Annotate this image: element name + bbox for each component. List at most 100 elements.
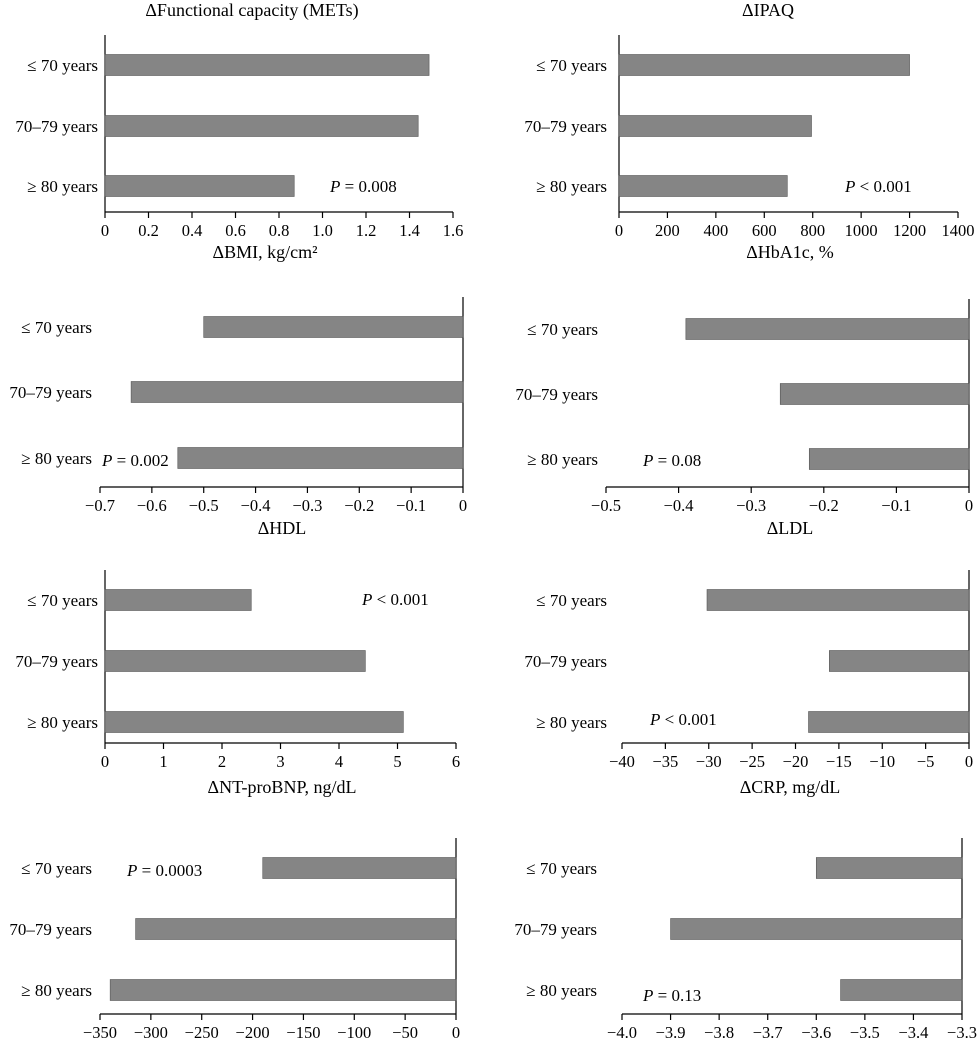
x-tick-label: −3.7 <box>753 1023 783 1042</box>
p-value-label: P = 0.008 <box>329 177 397 196</box>
x-tick-label: 3 <box>276 752 284 771</box>
x-tick-label: 2 <box>218 752 226 771</box>
x-tick-label: −0.2 <box>809 496 839 515</box>
category-label: ≥ 80 years <box>21 981 92 1000</box>
panel-8: −4.0 −3.9 −3.8 −3.7 −3.6 −3.5 −3.4 −3.3 ≤ 70 yea… <box>514 838 977 1042</box>
bar-3 <box>104 711 404 733</box>
x-tick-label: −0.1 <box>881 496 911 515</box>
x-tick-label: 1.4 <box>399 221 420 240</box>
x-tick-label: 0 <box>452 1023 460 1042</box>
x-tick-label: −3.8 <box>704 1023 734 1042</box>
x-tick-label: −20 <box>783 752 809 771</box>
x-tick-label: 0.8 <box>269 221 290 240</box>
category-label: 70–79 years <box>524 652 607 671</box>
p-value-label: P = 0.08 <box>642 451 701 470</box>
panel-title: ΔLDL <box>767 518 814 538</box>
bar-1 <box>815 857 963 879</box>
x-tick-label: 1 <box>159 752 167 771</box>
category-label: ≥ 80 years <box>21 449 92 468</box>
bar-2 <box>104 115 419 137</box>
x-tick-label: 0 <box>615 221 623 240</box>
bar-1 <box>618 54 910 76</box>
x-tick-label: −0.5 <box>189 496 219 515</box>
x-tick-label: 1.0 <box>312 221 333 240</box>
x-tick-label: −15 <box>826 752 852 771</box>
x-tick-label: 0.6 <box>225 221 246 240</box>
bar-3 <box>177 447 464 469</box>
x-tick-label: −0.3 <box>292 496 322 515</box>
x-tick-label: 0 <box>101 221 109 240</box>
x-tick-label: −50 <box>392 1023 418 1042</box>
x-tick-label: 5 <box>393 752 401 771</box>
panel-3: ΔBMI, kg/cm² −0.7 −0.6 −0.5 −0.4 −0.3 −0.2 −0.1… <box>9 242 467 515</box>
p-value-label: P < 0.001 <box>844 177 912 196</box>
x-axis-label: ΔCRP, mg/dL <box>740 777 841 797</box>
bar-1 <box>203 316 464 338</box>
panel-title: ΔBMI, kg/cm² <box>213 242 318 262</box>
category-label: ≥ 80 years <box>536 177 607 196</box>
x-tick-label: 0 <box>965 496 973 515</box>
x-tick-label: −250 <box>185 1023 219 1042</box>
x-tick-label: 1400 <box>942 221 975 240</box>
category-label: ≥ 80 years <box>27 713 98 732</box>
category-label: 70–79 years <box>524 117 607 136</box>
p-value-label: P = 0.13 <box>642 986 701 1005</box>
x-tick-label: −4.0 <box>607 1023 637 1042</box>
panel-1: ΔFunctional capacity (METs) 0 0.2 0.4 0.6 0.8… <box>15 0 463 240</box>
x-tick-label: 0 <box>101 752 109 771</box>
category-label: 70–79 years <box>514 920 597 939</box>
x-tick-label: 1200 <box>893 221 926 240</box>
x-tick-label: 600 <box>752 221 777 240</box>
p-value-label: P = 0.002 <box>101 451 169 470</box>
x-tick-label: −3.9 <box>656 1023 686 1042</box>
bar-3 <box>808 448 970 470</box>
bar-2 <box>130 381 464 403</box>
category-label: 70–79 years <box>9 920 92 939</box>
x-tick-label: −30 <box>696 752 722 771</box>
bar-3 <box>104 175 295 197</box>
x-tick-label: 6 <box>452 752 460 771</box>
x-tick-label: −35 <box>652 752 678 771</box>
p-value-label: P < 0.001 <box>649 710 717 729</box>
x-tick-label: 200 <box>655 221 680 240</box>
bar-1 <box>104 54 430 76</box>
bar-2 <box>779 383 970 405</box>
bar-1 <box>104 589 252 611</box>
category-label: ≤ 70 years <box>21 859 92 878</box>
x-axis-label: ΔNT-proBNP, ng/dL <box>208 777 357 797</box>
x-tick-label: 800 <box>800 221 825 240</box>
p-value-label: P < 0.001 <box>361 590 429 609</box>
panel-2: ΔIPAQ 0 200 400 600 800 1000 1200 1400 ≤ 70 years… <box>524 0 974 240</box>
x-tick-label: −5 <box>917 752 935 771</box>
category-label: 70–79 years <box>515 385 598 404</box>
category-label: 70–79 years <box>15 652 98 671</box>
x-tick-label: 400 <box>703 221 728 240</box>
x-tick-label: −3.4 <box>898 1023 928 1042</box>
bar-2 <box>829 650 970 672</box>
x-tick-label: 4 <box>335 752 343 771</box>
category-label: 70–79 years <box>15 117 98 136</box>
x-tick-label: −300 <box>134 1023 168 1042</box>
bar-2 <box>135 918 457 940</box>
category-label: ≥ 80 years <box>536 713 607 732</box>
category-label: ≤ 70 years <box>27 591 98 610</box>
category-label: ≥ 80 years <box>527 450 598 469</box>
x-tick-label: −40 <box>609 752 635 771</box>
x-tick-label: −0.6 <box>137 496 167 515</box>
x-tick-label: 0 <box>965 752 973 771</box>
x-tick-label: −150 <box>286 1023 320 1042</box>
panel-7: −350 −300 −250 −200 −150 −100 −50 0 ≤ 70 years 70… <box>9 838 460 1042</box>
category-label: ≤ 70 years <box>21 318 92 337</box>
panel-6: ΔLDL −40 −35 −30 −25 −20 −15 −10 −5 0 ≤ 70 years 70… <box>524 518 973 797</box>
bar-3 <box>618 175 788 197</box>
category-label: ≥ 80 years <box>27 177 98 196</box>
x-tick-label: 1000 <box>845 221 878 240</box>
panel-title: ΔFunctional capacity (METs) <box>145 0 358 21</box>
category-label: ≥ 80 years <box>526 981 597 1000</box>
x-tick-label: −3.5 <box>850 1023 880 1042</box>
x-tick-label: −0.7 <box>85 496 115 515</box>
category-label: ≤ 70 years <box>536 56 607 75</box>
bar-2 <box>670 918 963 940</box>
bar-2 <box>104 650 366 672</box>
x-tick-label: −0.1 <box>396 496 426 515</box>
